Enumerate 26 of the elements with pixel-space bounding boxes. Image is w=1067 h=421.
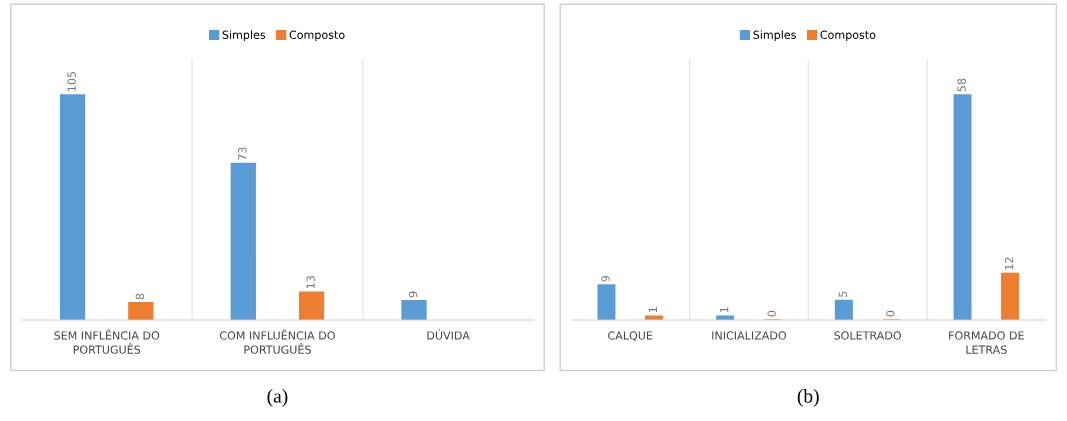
data-label: 0 — [767, 310, 776, 317]
data-label: 8 — [135, 293, 145, 300]
x-tick-label: DÚVIDA — [427, 329, 470, 340]
data-label: 0 — [886, 310, 895, 317]
data-label: 73 — [238, 147, 247, 160]
data-label: 12 — [1004, 257, 1014, 270]
data-label: 13 — [306, 276, 315, 289]
data-label: 105 — [67, 71, 76, 91]
x-tick-label: INICIALIZADO — [712, 331, 787, 340]
data-label: 9 — [601, 275, 610, 282]
text: (b) — [797, 389, 819, 407]
text: (a) — [267, 389, 288, 407]
x-tick-label: CALQUE — [608, 331, 653, 341]
data-label: 5 — [838, 291, 848, 297]
data-label: 58 — [957, 78, 966, 92]
x-tick-label: COM INFLUÊNCIA DO PORTUGUÊS — [219, 329, 335, 354]
x-tick-label: SEM INFLÊNCIA DO PORTUGUÊS — [54, 329, 160, 354]
legend-label: Simples — [222, 30, 266, 42]
x-tick-label: SOLETRADO — [834, 331, 901, 340]
data-label: 1 — [720, 307, 729, 313]
data-label: 9 — [408, 291, 418, 298]
data-label: 1 — [648, 307, 657, 313]
legend-label: Composto — [820, 30, 876, 42]
x-tick-label: FORMADO DE LETRAS — [949, 331, 1024, 354]
legend-label: Composto — [289, 30, 345, 42]
legend-label: Simples — [753, 30, 796, 42]
